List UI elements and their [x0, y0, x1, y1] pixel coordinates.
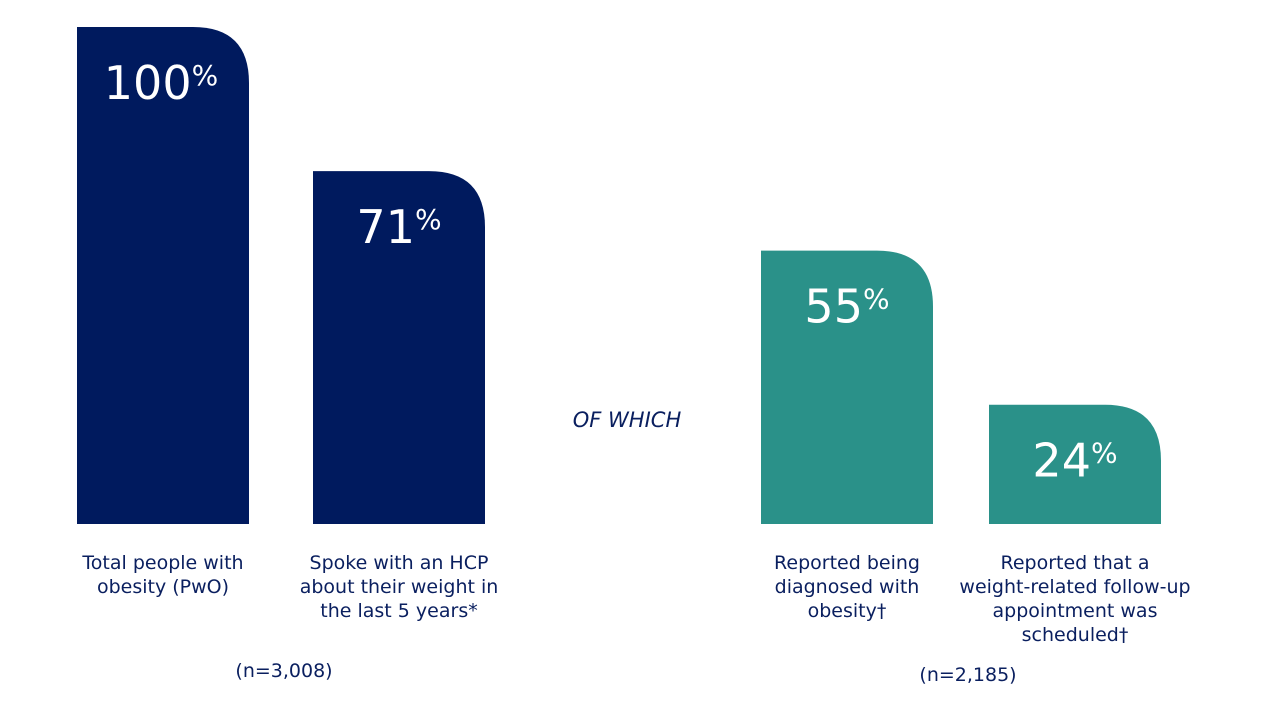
bar-2: [313, 171, 485, 524]
of-which-label: OF WHICH: [573, 408, 682, 432]
bar-value-label-1: 100%: [104, 56, 218, 110]
bar-3: [761, 250, 933, 524]
bar-value-label-4: 24%: [1032, 434, 1117, 488]
sample-size-label-group-2: (n=2,185): [919, 664, 1016, 686]
category-label-4: Reported that a weight-related follow-up a…: [959, 552, 1190, 646]
bars-layer: 100% 71% 55% 24%: [77, 27, 1161, 524]
category-label-2: Spoke with an HCP about their weight in th…: [300, 552, 499, 622]
category-label-3: Reported being diagnosed with obesity†: [774, 552, 920, 622]
bar-4: [989, 404, 1161, 524]
sample-size-label-group-1: (n=3,008): [235, 660, 332, 682]
bar-value-label-2: 71%: [356, 200, 441, 254]
bar-value-label-3: 55%: [804, 280, 889, 334]
category-label-1: Total people with obesity (PwO): [81, 552, 243, 598]
labels-layer: Total people with obesity (PwO) Spoke with…: [81, 552, 1190, 646]
bar-1: [77, 27, 249, 524]
